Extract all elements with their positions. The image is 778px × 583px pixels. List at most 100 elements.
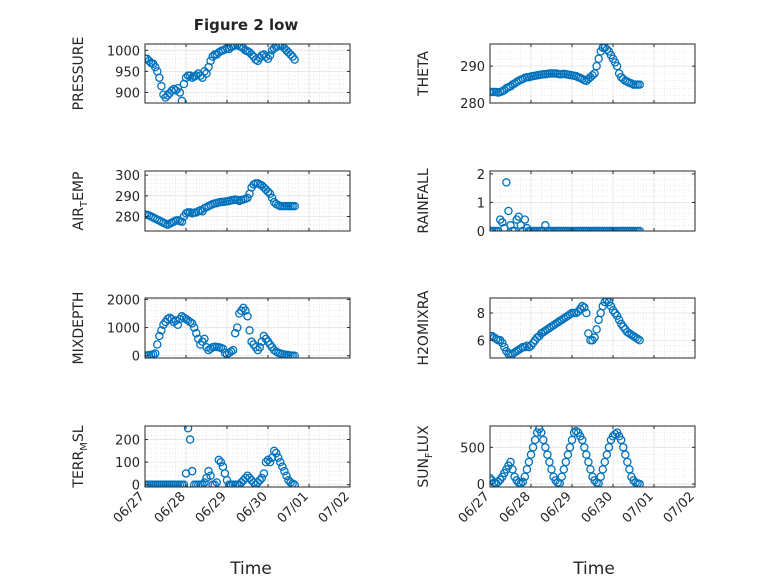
axes-box: [144, 170, 351, 232]
data-point: [218, 344, 228, 353]
data-point: [171, 316, 180, 325]
data-point: [271, 448, 281, 458]
data-point: [263, 187, 273, 196]
x-tick-label: 06/29: [538, 489, 575, 526]
data-point: [621, 450, 630, 459]
data-point: [286, 50, 295, 59]
data-point: [612, 61, 622, 71]
figure-title: Figure 2 low: [194, 16, 299, 34]
data-point: [280, 350, 289, 358]
data-point: [490, 87, 495, 97]
y-axis-label: THETA: [416, 51, 432, 97]
data-point: [157, 326, 166, 335]
data-point: [214, 455, 224, 465]
data-point: [206, 471, 215, 480]
data-point: [491, 334, 501, 344]
data-point: [189, 323, 199, 332]
data-point: [267, 193, 277, 203]
data-point: [596, 472, 605, 481]
data-point: [606, 301, 616, 311]
data-point: [257, 473, 267, 483]
data-point: [286, 351, 295, 358]
y-tick-label: 200: [115, 434, 140, 449]
data-point: [580, 443, 589, 452]
data-point: [545, 457, 554, 467]
data-point: [276, 457, 285, 467]
y-axis-label: AIRTEMP: [71, 172, 90, 231]
y-axis-label-main: RAINFALL: [416, 168, 432, 233]
data-point: [592, 325, 601, 334]
y-axis-label-main: THETA: [416, 51, 432, 97]
data-point: [616, 435, 626, 445]
data-point: [290, 351, 299, 358]
data-point: [230, 44, 240, 50]
data-point: [185, 317, 195, 327]
axes-box: [489, 297, 696, 359]
axes-terrain-msl: 0 100 200 06/27 06/28 06/29 06/30 07/01 07/02 TER…: [71, 425, 353, 526]
markers-mixdepth: [145, 303, 299, 358]
data-point: [278, 462, 287, 471]
data-point: [220, 348, 230, 358]
y-axis-label-main: H2OMIXRA: [416, 290, 432, 365]
data-point: [280, 466, 289, 476]
data-point: [145, 351, 150, 358]
data-point: [582, 450, 591, 459]
data-point: [602, 450, 612, 459]
data-point: [230, 328, 240, 338]
axes-box: [489, 425, 696, 488]
data-point: [288, 351, 297, 358]
y-tick-label: 0: [477, 478, 485, 493]
data-point: [602, 45, 612, 54]
data-point: [590, 333, 599, 342]
y-tick-label: 8: [477, 307, 485, 322]
data-point: [232, 323, 242, 332]
markers-sun-flux: [490, 426, 644, 487]
y-tick-label: 290: [460, 60, 485, 75]
y-tick-label: 6: [477, 334, 485, 349]
data-point: [263, 455, 273, 465]
y-axis-label-rest: SL: [71, 425, 87, 442]
axes-rainfall: 0 1 2 RAINFALL: [416, 168, 696, 240]
y-axis-label: H2OMIXRA: [416, 290, 432, 365]
data-point: [173, 320, 183, 330]
data-point: [561, 457, 571, 467]
data-point: [565, 443, 575, 452]
markers-pressure: [145, 44, 299, 103]
data-point: [578, 435, 587, 445]
data-point: [200, 478, 209, 487]
data-point: [633, 334, 642, 344]
y-tick-label: 280: [115, 211, 140, 226]
data-point: [273, 453, 283, 462]
data-point: [226, 347, 236, 356]
data-point: [522, 465, 532, 474]
data-point: [171, 86, 180, 95]
y-tick-label: 290: [115, 190, 140, 205]
y-tick-label: 280: [460, 97, 485, 112]
y-axis-label-rest: LUX: [416, 425, 432, 452]
data-point: [173, 84, 183, 93]
data-point: [559, 465, 569, 474]
data-point: [185, 435, 195, 444]
data-point: [506, 221, 515, 230]
axes-pressure: 900 950 1000 PRESSURE: [71, 37, 351, 110]
data-point: [594, 54, 603, 64]
y-axis-label: SUNFLUX: [416, 425, 435, 488]
data-point: [567, 435, 577, 445]
data-point: [547, 465, 556, 474]
data-point: [625, 465, 634, 474]
data-point: [520, 342, 530, 352]
data-point: [175, 88, 185, 97]
data-point: [145, 480, 150, 487]
data-point: [635, 80, 644, 89]
data-point: [155, 73, 164, 82]
data-point: [282, 471, 291, 480]
data-point: [493, 477, 503, 487]
data-point: [245, 326, 254, 335]
y-axis-label-main: MIXDEPTH: [71, 292, 87, 365]
data-point: [177, 96, 187, 103]
x-tick-label: 06/28: [152, 489, 189, 526]
data-point: [187, 466, 197, 476]
data-point: [518, 477, 528, 487]
data-point: [610, 429, 620, 439]
data-point: [145, 54, 150, 63]
